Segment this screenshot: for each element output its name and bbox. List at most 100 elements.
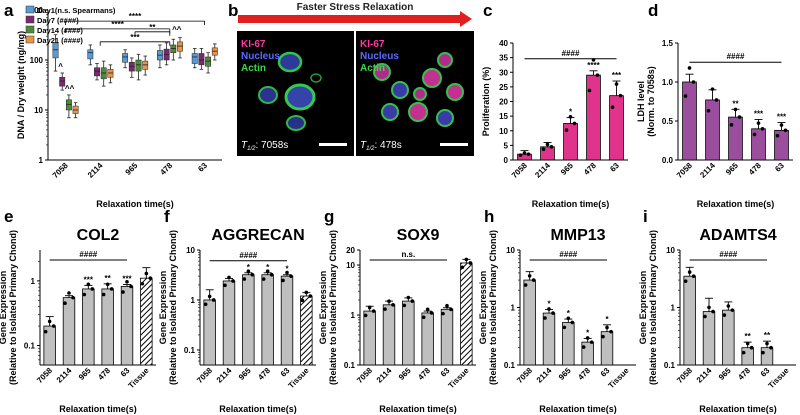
chart-a: 1 10 100 1000 DNA / Dry weight (ng/mg) Relaxa…	[16, 5, 222, 209]
bar-63	[440, 308, 454, 366]
data-point	[761, 350, 765, 355]
x-tick-label: 2114	[695, 366, 714, 385]
panel-label-g: g	[324, 207, 334, 226]
data-point	[549, 145, 554, 149]
x-tick-label: 7058	[355, 366, 374, 385]
y-axis-label: Proliferation (%)	[481, 67, 491, 137]
x-tick-label: Tissue	[127, 366, 152, 391]
x-tick-label: 965	[717, 366, 733, 382]
x-tick-label: 63	[279, 366, 292, 379]
data-point	[441, 311, 445, 316]
data-point	[714, 98, 719, 102]
data-point	[71, 295, 75, 300]
x-tick-label: 478	[747, 161, 763, 177]
y-tick-label: 10	[346, 261, 355, 270]
data-point	[261, 277, 266, 281]
legend-label: Day21 (####)	[37, 36, 83, 45]
box-day1	[191, 53, 198, 64]
y-tick-label: 1000	[25, 6, 43, 15]
sig-star: ***	[777, 113, 787, 122]
y-tick-label: 35	[499, 54, 508, 63]
chart-title: ADAMTS4	[699, 227, 776, 244]
sig-annotation: ^^	[65, 84, 75, 93]
data-point	[541, 147, 546, 152]
x-tick-label: 965	[237, 366, 253, 382]
y-axis-label-2: (Relative to Isolated Primary Chond)	[328, 230, 338, 385]
chart-h: 0.1 1 10 Gene Expression (Relative to Isolat…	[478, 227, 636, 414]
bar-965	[402, 300, 415, 366]
overall-sig-label: ####	[559, 250, 577, 259]
x-tick-label: 478	[582, 161, 598, 177]
data-point	[406, 295, 411, 300]
chart-d: 0.0 0.5 1.0 1.5 LDH level (Norm. to 7058s) Rel…	[636, 39, 793, 209]
bar-2114	[222, 280, 236, 366]
bar-7058	[203, 299, 216, 366]
x-tick-label: 63	[439, 366, 452, 379]
sig-annotation: ****	[111, 20, 124, 29]
data-point	[410, 299, 415, 303]
legend-nucleus-left: Nucleus	[241, 51, 280, 62]
sig-annotation: ^	[58, 62, 63, 71]
y-tick-label: 1	[39, 156, 44, 165]
data-point	[43, 329, 48, 334]
panel-label-c: c	[483, 1, 492, 20]
data-point	[703, 314, 707, 319]
y-tick-label: 0.1	[184, 346, 196, 355]
x-tick-label: Tissue	[287, 366, 312, 391]
y-tick-label: 0	[504, 156, 509, 165]
bar-63	[609, 95, 624, 161]
y-axis-label: Gene Expression	[478, 271, 488, 345]
data-point	[121, 290, 125, 294]
cells-left	[258, 51, 322, 131]
sig-star: **	[732, 99, 739, 108]
x-axis-label: Relaxation time(s)	[532, 199, 610, 209]
box-day7	[94, 67, 100, 77]
box-day7	[59, 77, 66, 87]
chart-g: 0.1 1 10 20 Gene Expression (Relative to Isol…	[318, 227, 476, 414]
data-point	[425, 307, 430, 312]
x-tick-label: 2114	[375, 366, 394, 385]
data-point	[86, 282, 91, 287]
data-point	[289, 274, 293, 278]
x-tick-label: 63	[773, 161, 786, 174]
sig-star: *	[285, 265, 289, 274]
data-point	[562, 325, 567, 330]
data-point	[683, 279, 688, 283]
data-point	[570, 320, 575, 325]
bar-2114	[705, 99, 720, 161]
data-point	[367, 305, 372, 310]
x-tick-label: 2114	[698, 161, 717, 180]
data-point	[614, 82, 619, 86]
x-tick-label: Tissue	[767, 366, 792, 391]
legend-swatch	[25, 15, 35, 24]
x-tick-label: 478	[576, 366, 592, 382]
cells-right	[373, 52, 464, 127]
y-axis-label: Gene Expression	[0, 271, 8, 345]
x-axis-label: Relaxation time(s)	[219, 404, 297, 414]
box-day14	[135, 59, 142, 72]
data-point	[707, 305, 711, 310]
data-point	[585, 336, 590, 340]
x-tick-label: 478	[256, 366, 272, 382]
sig-annotation: ***	[130, 33, 140, 42]
legend-nucleus-right: Nucleus	[360, 51, 399, 62]
chart-e: 0.1 1 Gene Expression (Relative to Isolated…	[0, 227, 156, 414]
y-tick-label: 25	[499, 83, 508, 92]
chart-title: AGGRECAN	[211, 227, 304, 244]
x-tick-label: 7058	[35, 366, 54, 385]
panel-b-microscopy: Faster Stress Relaxation KI-67 Nucleus A…	[237, 2, 474, 156]
x-tick-label: 478	[736, 366, 752, 382]
y-tick-label: 10	[34, 106, 43, 115]
y-tick-label: 5	[504, 141, 509, 150]
x-tick-label: 7058	[515, 366, 534, 385]
data-point	[566, 316, 571, 321]
y-tick-label: 1	[351, 311, 356, 320]
legend-label: Day7 (####)	[37, 16, 79, 25]
sig-star: *	[567, 309, 571, 318]
y-axis-label-2: (Relative to Isolated Primary Chond)	[168, 230, 178, 385]
panel-label-i: i	[643, 207, 648, 226]
x-tick-label: 7058	[195, 366, 214, 385]
y-tick-label: 10	[666, 246, 675, 255]
x-tick-label: 2114	[55, 366, 74, 385]
data-point	[691, 274, 696, 279]
